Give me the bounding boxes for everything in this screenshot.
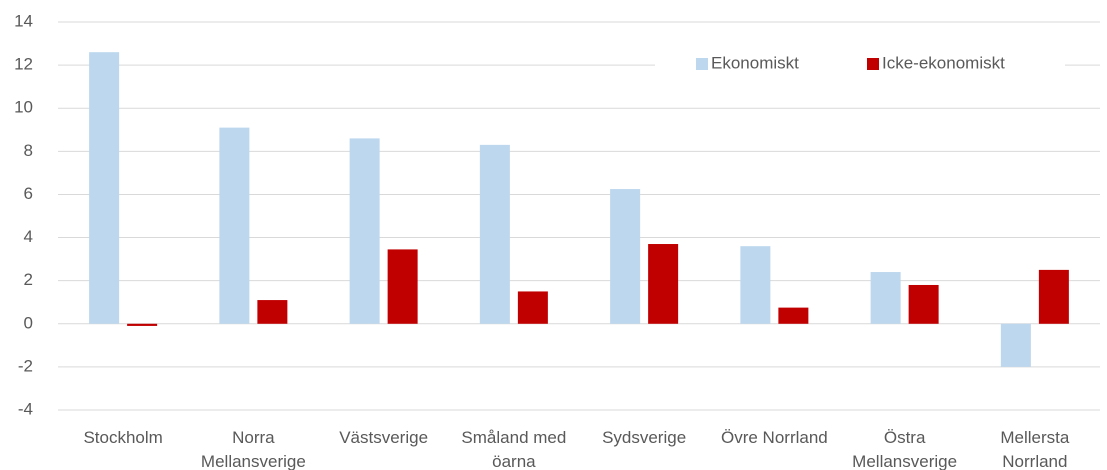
x-tick-label: Östra Mellansverige [852,428,958,470]
y-tick-label: 8 [24,141,33,160]
bar [479,144,510,324]
legend-label: Icke-ekonomiskt [882,53,1005,72]
bar [1000,323,1031,367]
legend-swatch [867,58,879,70]
bar [257,300,288,324]
y-tick-label: 12 [14,55,33,74]
y-tick-label: 10 [14,98,33,117]
y-tick-label: 4 [24,227,33,246]
legend-swatch [696,58,708,70]
bar [778,307,809,324]
y-tick-label: 6 [24,184,33,203]
bar [89,52,120,324]
legend-label: Ekonomiskt [711,53,799,72]
x-tick-label: Norra Mellansverige [200,428,306,470]
bar [610,189,641,324]
y-tick-label: -4 [18,399,33,418]
x-tick-label: Övre Norrland [720,428,828,447]
x-tick-label: Stockholm [83,428,163,447]
bar [648,244,679,324]
bar [870,272,901,324]
bar [740,246,771,324]
bar [387,249,418,324]
bar [127,323,158,326]
x-tick-label: Sydsverige [602,428,687,447]
y-tick-label: 2 [24,270,33,289]
bar [908,284,939,324]
bar [219,127,250,324]
y-tick-label: 0 [24,313,33,332]
y-tick-label: 14 [14,11,33,30]
x-tick-label: Småland med öarna [461,428,567,470]
bar [517,291,548,324]
x-tick-label: Västsverige [339,428,429,447]
x-tick-label: Mellersta Norrland [1000,428,1070,470]
bar [349,138,380,324]
legend-bg [655,50,1065,78]
bar [1038,269,1069,324]
y-tick-label: -2 [18,356,33,375]
